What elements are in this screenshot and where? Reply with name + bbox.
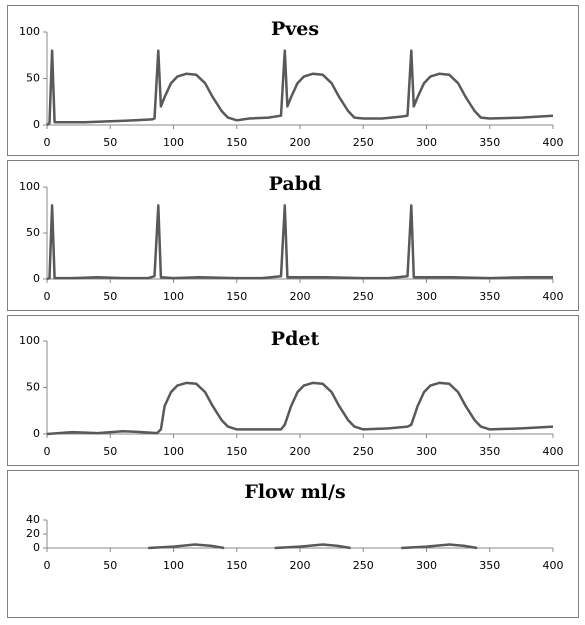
- data-line: [46, 204, 553, 281]
- x-tick-label: 100: [163, 445, 184, 458]
- chart-title: Flow ml/s: [244, 481, 345, 503]
- x-tick-label: 50: [103, 290, 117, 303]
- chart-title: Pabd: [269, 173, 322, 195]
- y-tick-label: 100: [19, 180, 40, 193]
- panel-frame: [7, 470, 579, 618]
- x-tick-label: 250: [353, 290, 374, 303]
- y-tick-label: 0: [33, 272, 40, 285]
- x-tick-label: 0: [44, 290, 51, 303]
- x-tick-label: 150: [226, 290, 247, 303]
- y-tick-label: 50: [26, 226, 40, 239]
- panel-frame: [7, 5, 579, 156]
- data-line: [46, 381, 554, 436]
- data-line: [148, 543, 478, 550]
- x-tick-label: 150: [226, 136, 247, 149]
- x-tick-label: 150: [226, 559, 247, 572]
- chart-title: Pdet: [271, 328, 320, 350]
- x-tick-label: 250: [353, 559, 374, 572]
- x-tick-label: 200: [290, 290, 311, 303]
- x-tick-label: 250: [353, 136, 374, 149]
- x-tick-label: 0: [44, 559, 51, 572]
- x-tick-label: 350: [479, 290, 500, 303]
- x-tick-label: 400: [543, 290, 564, 303]
- x-tick-label: 350: [479, 136, 500, 149]
- x-tick-label: 50: [103, 559, 117, 572]
- y-tick-label: 50: [26, 72, 40, 85]
- x-tick-label: 300: [416, 559, 437, 572]
- x-tick-label: 100: [163, 290, 184, 303]
- x-tick-label: 300: [416, 136, 437, 149]
- y-tick-label: 0: [33, 118, 40, 131]
- x-tick-label: 300: [416, 290, 437, 303]
- x-tick-label: 150: [226, 445, 247, 458]
- chart-title: Pves: [271, 18, 319, 40]
- x-tick-label: 400: [543, 445, 564, 458]
- y-tick-label: 0: [33, 541, 40, 554]
- y-tick-label: 100: [19, 334, 40, 347]
- x-tick-label: 300: [416, 445, 437, 458]
- x-tick-label: 50: [103, 136, 117, 149]
- x-tick-label: 100: [163, 136, 184, 149]
- x-tick-label: 400: [543, 136, 564, 149]
- panel-frame: [7, 160, 579, 311]
- x-tick-label: 0: [44, 445, 51, 458]
- x-tick-label: 0: [44, 136, 51, 149]
- x-tick-label: 50: [103, 445, 117, 458]
- x-tick-label: 200: [290, 136, 311, 149]
- y-tick-label: 100: [19, 25, 40, 38]
- x-tick-label: 350: [479, 445, 500, 458]
- y-tick-label: 50: [26, 381, 40, 394]
- y-tick-label: 20: [26, 527, 40, 540]
- data-line: [46, 49, 554, 126]
- y-tick-label: 0: [33, 427, 40, 440]
- x-tick-label: 100: [163, 559, 184, 572]
- x-tick-label: 200: [290, 445, 311, 458]
- y-tick-label: 40: [26, 513, 40, 526]
- panel-frame: [7, 315, 579, 466]
- x-tick-label: 200: [290, 559, 311, 572]
- x-tick-label: 350: [479, 559, 500, 572]
- x-tick-label: 250: [353, 445, 374, 458]
- x-tick-label: 400: [543, 559, 564, 572]
